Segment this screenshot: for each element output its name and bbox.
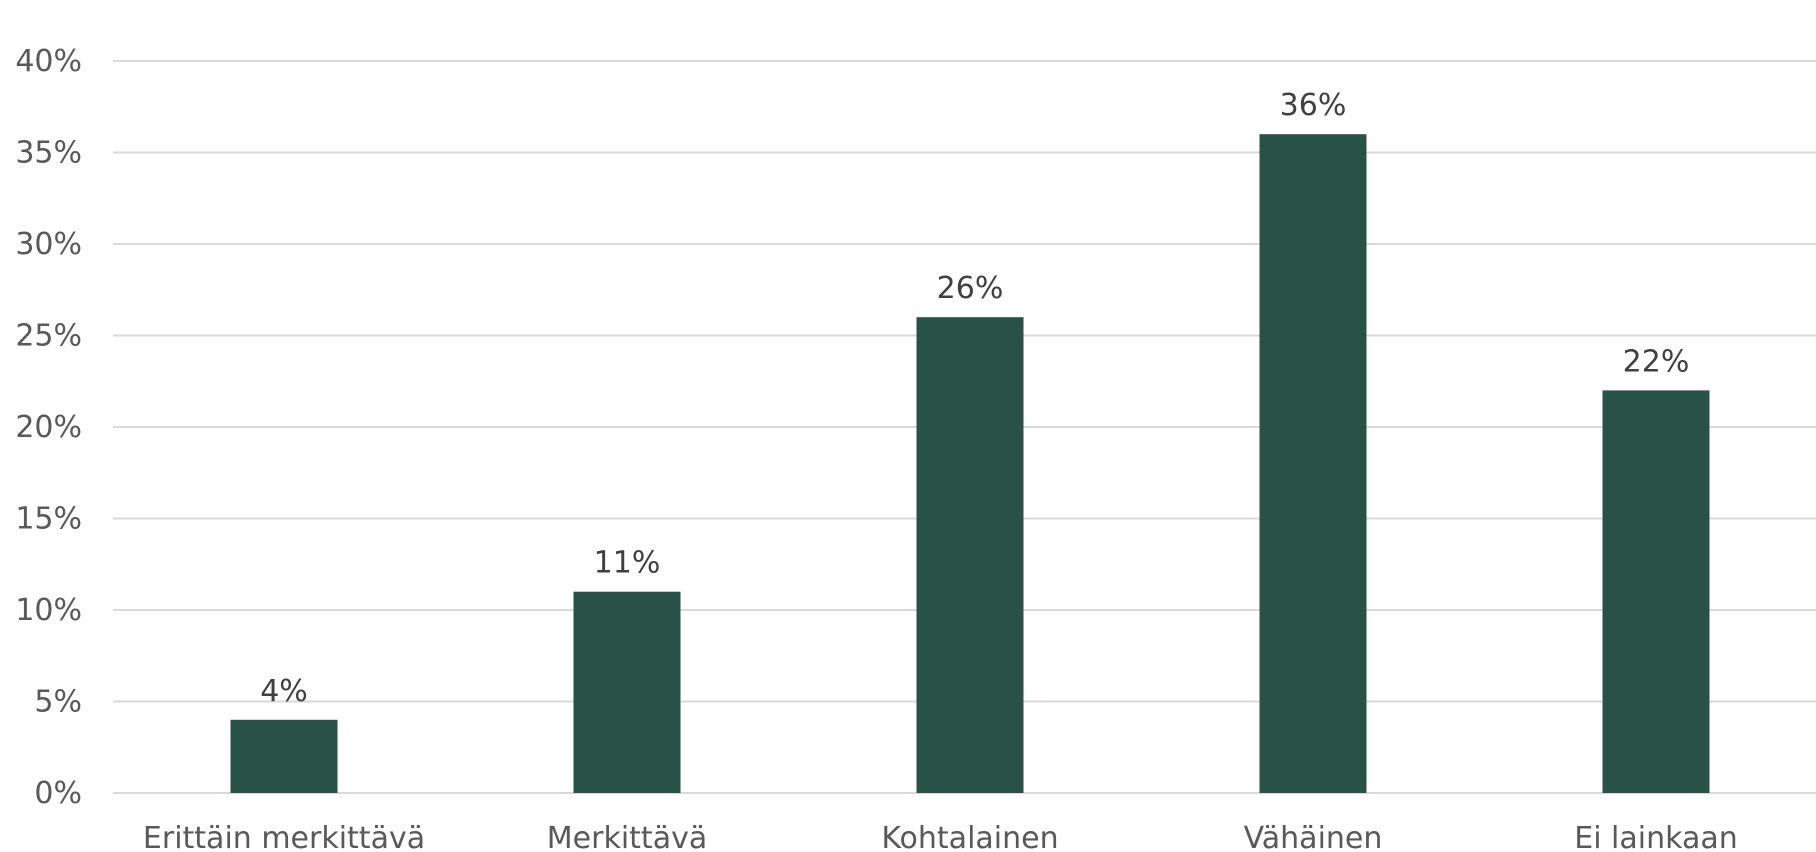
bar-5 (1602, 390, 1710, 793)
bars (230, 134, 1710, 793)
category-label-5: Ei lainkaan (1574, 821, 1738, 852)
bar-3 (916, 317, 1024, 793)
bar-4 (1259, 134, 1367, 793)
y-tick-label-30: 30% (15, 227, 82, 262)
y-tick-label-0: 0% (34, 776, 82, 811)
data-label-5: 22% (1623, 344, 1690, 379)
bar-1 (230, 719, 338, 793)
category-label-3: Kohtalainen (881, 821, 1058, 852)
category-label-2: Merkittävä (547, 821, 707, 852)
y-axis-tick-labels: 0% 5% 10% 15% 20% 25% 30% 35% 40% (15, 44, 82, 811)
category-label-1: Erittäin merkittävä (143, 821, 425, 852)
y-tick-label-40: 40% (15, 44, 82, 79)
y-tick-label-35: 35% (15, 136, 82, 171)
data-label-1: 4% (260, 674, 308, 709)
data-labels: 4% 11% 26% 36% 22% (260, 88, 1689, 709)
data-label-2: 11% (594, 546, 661, 581)
x-axis-category-labels: Erittäin merkittävä Merkittävä Kohtalainen… (143, 821, 1738, 852)
category-label-4: Vähäinen (1244, 821, 1383, 852)
data-label-4: 36% (1280, 88, 1347, 123)
y-tick-label-20: 20% (15, 410, 82, 445)
y-tick-label-25: 25% (15, 319, 82, 354)
y-tick-label-10: 10% (15, 593, 82, 628)
bar-2 (573, 591, 681, 793)
y-tick-label-15: 15% (15, 502, 82, 537)
y-tick-label-5: 5% (34, 685, 82, 720)
data-label-3: 26% (937, 271, 1004, 306)
